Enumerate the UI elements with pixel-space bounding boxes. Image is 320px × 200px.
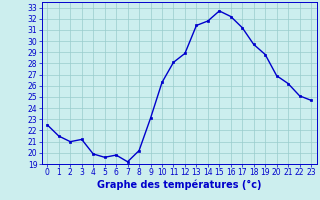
X-axis label: Graphe des températures (°c): Graphe des températures (°c) bbox=[97, 180, 261, 190]
